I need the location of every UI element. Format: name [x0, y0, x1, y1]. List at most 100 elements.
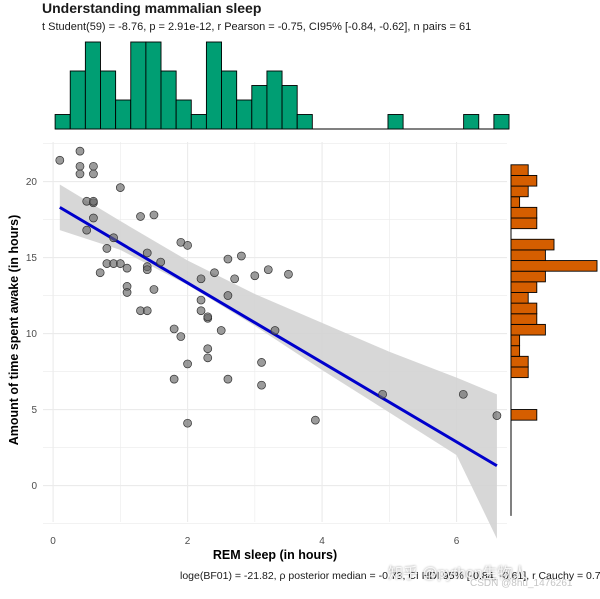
scatter-point — [203, 312, 213, 322]
top-histogram-bar — [115, 99, 132, 130]
y-tick-label: 20 — [26, 177, 38, 188]
top-histogram-bar — [54, 114, 71, 130]
right-histogram-bar — [510, 206, 538, 219]
chart-caption: loge(BF01) = -21.82, ρ posterior median … — [180, 570, 600, 582]
scatter-point — [270, 326, 280, 335]
right-histogram-bar — [510, 355, 529, 368]
right-histogram-bar — [510, 174, 538, 187]
scatter-point — [196, 274, 206, 284]
top-histogram-bar — [221, 70, 238, 130]
chart-subtitle: t Student(59) = -8.76, p = 2.91e-12, r P… — [42, 21, 472, 33]
scatter-point — [149, 210, 159, 220]
scatter-point — [122, 263, 132, 273]
scatter-point — [169, 374, 179, 384]
scatter-point — [89, 169, 98, 179]
watermark: 知乎 @python生物人 — [388, 565, 528, 582]
scatter-point — [458, 389, 468, 399]
scatter-point — [183, 418, 192, 428]
top-histogram-bar — [463, 114, 480, 130]
top-histogram-bar — [281, 85, 298, 130]
scatter-point — [183, 241, 192, 250]
scatter-point — [95, 268, 105, 278]
scatter-point — [89, 161, 98, 171]
x-axis-title: REM sleep (in hours) — [213, 548, 337, 562]
right-histogram-bar — [510, 345, 521, 357]
right-histogram-bar — [510, 185, 529, 198]
scatter-point — [82, 225, 92, 235]
y-axis-title: Amount of time spent awake (in hours) — [7, 215, 21, 446]
top-histogram — [54, 41, 510, 130]
y-tick-label: 0 — [31, 481, 37, 492]
scatter-point — [183, 359, 192, 369]
right-histogram-bar — [510, 292, 529, 304]
scatter-point — [237, 251, 246, 261]
scatter-point — [102, 244, 112, 253]
x-tick-label: 2 — [185, 536, 191, 547]
scatter-point — [55, 155, 65, 165]
scatter-point — [122, 288, 132, 297]
scatter-point — [142, 306, 152, 316]
fit-line — [59, 206, 498, 468]
scatter-point — [223, 254, 233, 264]
scatter-point — [210, 268, 219, 278]
scatter-point — [115, 259, 125, 268]
scatter-point — [203, 353, 213, 363]
scatter-point — [284, 269, 293, 279]
scatter-point — [257, 380, 266, 390]
chart-title: Understanding mammalian sleep — [42, 0, 262, 16]
y-tick-label: 10 — [26, 329, 38, 340]
top-histogram-bar — [190, 114, 207, 130]
scatter-point — [109, 233, 118, 243]
right-histogram-bar — [510, 313, 538, 325]
top-histogram-bar — [84, 41, 101, 130]
scatter-point — [169, 324, 179, 334]
scatter-point — [250, 271, 260, 281]
top-histogram-bar — [387, 114, 404, 130]
scatter-point — [263, 265, 273, 275]
scatter-point — [136, 212, 145, 221]
right-histogram-bar — [510, 164, 529, 176]
right-histogram — [510, 164, 598, 516]
scatter-point — [196, 306, 206, 316]
right-histogram-bar — [510, 281, 538, 293]
top-histogram-bar — [160, 70, 177, 130]
y-tick-label: 5 — [31, 405, 37, 416]
scatter-point — [149, 285, 159, 294]
right-histogram-bar — [510, 217, 538, 230]
scatter-point — [75, 161, 85, 171]
watermark-secondary: CSDN @8hu_1476261 — [470, 578, 573, 589]
right-histogram-bar — [510, 270, 546, 283]
scatter-point — [378, 389, 387, 399]
top-histogram-bar — [100, 70, 117, 130]
axis-ticks: 0 2 4 6 0 5 10 15 20 — [26, 177, 460, 547]
right-histogram-bar — [510, 409, 538, 421]
x-tick-label: 4 — [319, 536, 325, 547]
top-histogram-bar — [175, 99, 192, 130]
scatter-point — [223, 374, 233, 384]
scatter-point — [89, 196, 98, 206]
scatter-point — [203, 344, 213, 354]
top-histogram-bar — [130, 41, 147, 130]
top-histogram-bar — [236, 99, 253, 130]
scatter-points — [55, 146, 502, 428]
x-tick-label: 6 — [454, 536, 460, 547]
right-histogram-bar — [510, 302, 538, 315]
scatter-point — [142, 265, 152, 275]
top-histogram-bar — [145, 41, 162, 130]
scatter-point — [223, 291, 233, 300]
scatter-point — [492, 411, 502, 420]
top-histogram-bar — [69, 70, 86, 130]
scatter-point — [75, 169, 85, 179]
scatter-point — [115, 183, 125, 192]
y-tick-label: 15 — [26, 253, 38, 264]
right-histogram-bar — [510, 249, 546, 262]
right-histogram-bar — [510, 366, 529, 379]
scatter-point — [196, 295, 206, 305]
scatter-point — [156, 257, 166, 267]
scatter-point — [89, 213, 98, 223]
top-histogram-bar — [205, 41, 222, 130]
x-tick-label: 0 — [50, 536, 56, 547]
top-histogram-bar — [251, 85, 268, 130]
scatter-point — [216, 326, 226, 335]
